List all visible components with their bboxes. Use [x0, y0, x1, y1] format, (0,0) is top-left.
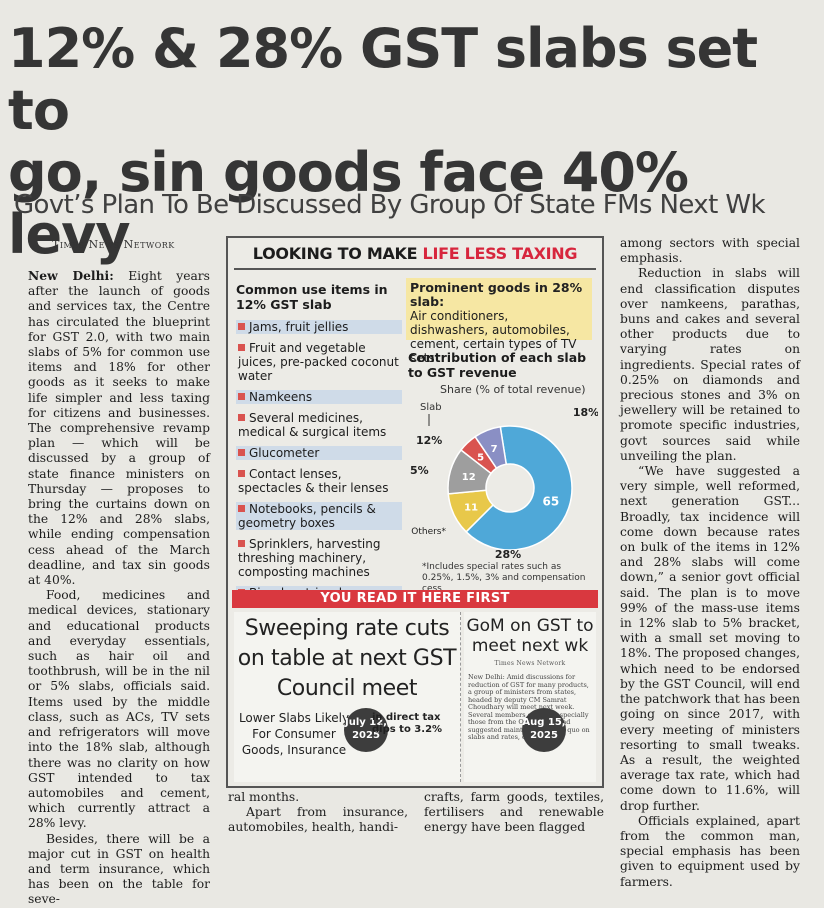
- title-highlight: LIFE LESS TAXING: [422, 244, 578, 263]
- slab-axis-label: Slab: [420, 402, 442, 413]
- title-plain: LOOKING TO MAKE: [252, 244, 423, 263]
- list-item: Several medicines, medical & surgical it…: [236, 411, 402, 439]
- bullet-icon: [238, 323, 245, 330]
- clipping-1-headline: Sweeping rate cuts on table at next GST …: [237, 616, 457, 701]
- list-item-text: Jams, fruit jellies: [249, 320, 349, 334]
- list-item: Sprinklers, harvesting threshing machine…: [236, 537, 402, 579]
- paragraph: Apart from insurance, automobiles, healt…: [228, 805, 408, 835]
- clipping-1-date-badge: July 12, 2025: [344, 708, 388, 752]
- prominent-goods-text: Air conditioners, dishwashers, automobil…: [410, 309, 577, 365]
- list-item: Fruit and vegetable juices, pre-packed c…: [236, 341, 402, 383]
- donut-slice-18: [465, 425, 573, 551]
- article-column-3: crafts, farm goods, textiles, fertiliser…: [424, 790, 604, 836]
- clipping-2: GoM on GST to meet next wk Times News Ne…: [464, 612, 596, 782]
- clipping-1-subhead: Lower Slabs Likely For Consumer Goods, I…: [238, 711, 350, 757]
- common-items-title: Common use items in 12% GST slab: [236, 282, 388, 312]
- donut-category-label: 5%: [410, 464, 429, 477]
- article-column-2: ral months. Apart from insurance, automo…: [228, 790, 408, 836]
- clipping-2-byline: Times News Network: [494, 660, 566, 667]
- list-item-text: Sprinklers, harvesting threshing machine…: [238, 537, 381, 579]
- date-line-1: Aug 15,: [522, 717, 566, 728]
- article-column-4: among sectors with special emphasis. Red…: [620, 236, 800, 890]
- paragraph: among sectors with special emphasis.: [620, 236, 800, 266]
- chart-footnote: *Includes special rates such as 0.25%, 1…: [422, 562, 586, 594]
- date-line-1: July 12,: [345, 717, 387, 728]
- paragraph: Reduction in slabs will end classificati…: [620, 266, 800, 463]
- article-column-1: New Delhi: Eight years after the launch …: [28, 268, 210, 908]
- common-items-list: Jams, fruit jellies Fruit and vegetable …: [236, 320, 402, 607]
- dateline: New Delhi:: [28, 268, 114, 283]
- donut-value-label: 65: [543, 494, 560, 508]
- clipping-2-date-badge: Aug 15, 2025: [522, 708, 566, 752]
- headline-line-1: 12% & 28% GST slabs set to: [8, 17, 758, 142]
- bullet-icon: [238, 414, 245, 421]
- clipping-2-headline: GoM on GST to meet next wk: [466, 616, 594, 656]
- list-item: Notebooks, pencils & geometry boxes: [236, 502, 402, 530]
- bullet-icon: [238, 470, 245, 477]
- bullet-icon: [238, 344, 245, 351]
- paragraph: Food, medicines and medical devices, sta…: [28, 588, 210, 831]
- donut-value-label: 12: [462, 472, 476, 483]
- list-item-text: Contact lenses, spectacles & their lense…: [238, 467, 389, 495]
- bullet-icon: [238, 540, 245, 547]
- byline: Times News Network: [52, 238, 175, 251]
- donut-value-label: 11: [464, 502, 478, 513]
- donut-value-label: 7: [491, 444, 498, 455]
- donut-category-label: 28%: [495, 548, 521, 560]
- you-read-it-here-first-ribbon: YOU READ IT HERE FIRST: [232, 590, 598, 608]
- bullet-icon: [238, 393, 245, 400]
- headline: 12% & 28% GST slabs set to go, sin goods…: [8, 18, 816, 266]
- headline-line-2: go, sin goods face 40% levy: [8, 141, 689, 266]
- paragraph: Besides, there will be a major cut in GS…: [28, 831, 210, 907]
- donut-category-label: 12%: [416, 434, 442, 447]
- list-item: Namkeens: [236, 390, 402, 404]
- list-item-text: Several medicines, medical & surgical it…: [238, 411, 387, 439]
- list-item: Glucometer: [236, 446, 402, 460]
- donut-slice-5: [474, 425, 508, 470]
- donut-value-label: 5: [477, 453, 484, 464]
- clipping-1-aside: in direct tax dips to 3.2%: [372, 712, 443, 735]
- infographic-box: LOOKING TO MAKE LIFE LESS TAXING Common …: [226, 236, 604, 788]
- list-item-text: Fruit and vegetable juices, pre-packed c…: [238, 341, 399, 383]
- revenue-donut-chart: 65 18% 11 28% 12 Others* 5 12% 7 5% Slab: [410, 402, 598, 560]
- chart-title: Contribution of each slab to GST revenue: [408, 350, 587, 380]
- paragraph: ral months.: [228, 790, 300, 804]
- divider: [234, 268, 596, 270]
- list-item-text: Glucometer: [249, 446, 320, 460]
- bullet-icon: [238, 449, 245, 456]
- infographic-title: LOOKING TO MAKE LIFE LESS TAXING: [228, 244, 602, 263]
- donut-category-label: 18%: [573, 406, 598, 419]
- donut-slices: 65 18% 11 28% 12 Others* 5 12% 7 5%: [410, 406, 598, 560]
- paragraph: New Delhi: Eight years after the launch …: [28, 268, 210, 588]
- list-item-text: Namkeens: [249, 390, 313, 404]
- paragraph-text: Eight years after the launch of goods an…: [28, 269, 210, 588]
- list-item: Contact lenses, spectacles & their lense…: [236, 467, 402, 495]
- donut-category-label: Others*: [411, 527, 446, 537]
- prominent-goods-panel: Prominent goods in 28% slab: Air conditi…: [406, 278, 592, 365]
- clipping-1: Sweeping rate cuts on table at next GST …: [234, 612, 461, 782]
- date-line-2: 2025: [352, 730, 380, 741]
- chart-subtitle: Share (% of total revenue): [440, 383, 586, 396]
- list-item: Jams, fruit jellies: [236, 320, 402, 334]
- paragraph: crafts, farm goods, textiles, fertiliser…: [424, 790, 604, 835]
- bullet-icon: [238, 505, 245, 512]
- list-item-text: Notebooks, pencils & geometry boxes: [238, 502, 376, 530]
- paragraph: “We have suggested a very simple, well r…: [620, 464, 800, 813]
- subheadline: Govt’s Plan To Be Discussed By Group Of …: [14, 190, 766, 220]
- date-line-2: 2025: [530, 730, 558, 741]
- prominent-goods-title: Prominent goods in 28% slab:: [410, 280, 583, 309]
